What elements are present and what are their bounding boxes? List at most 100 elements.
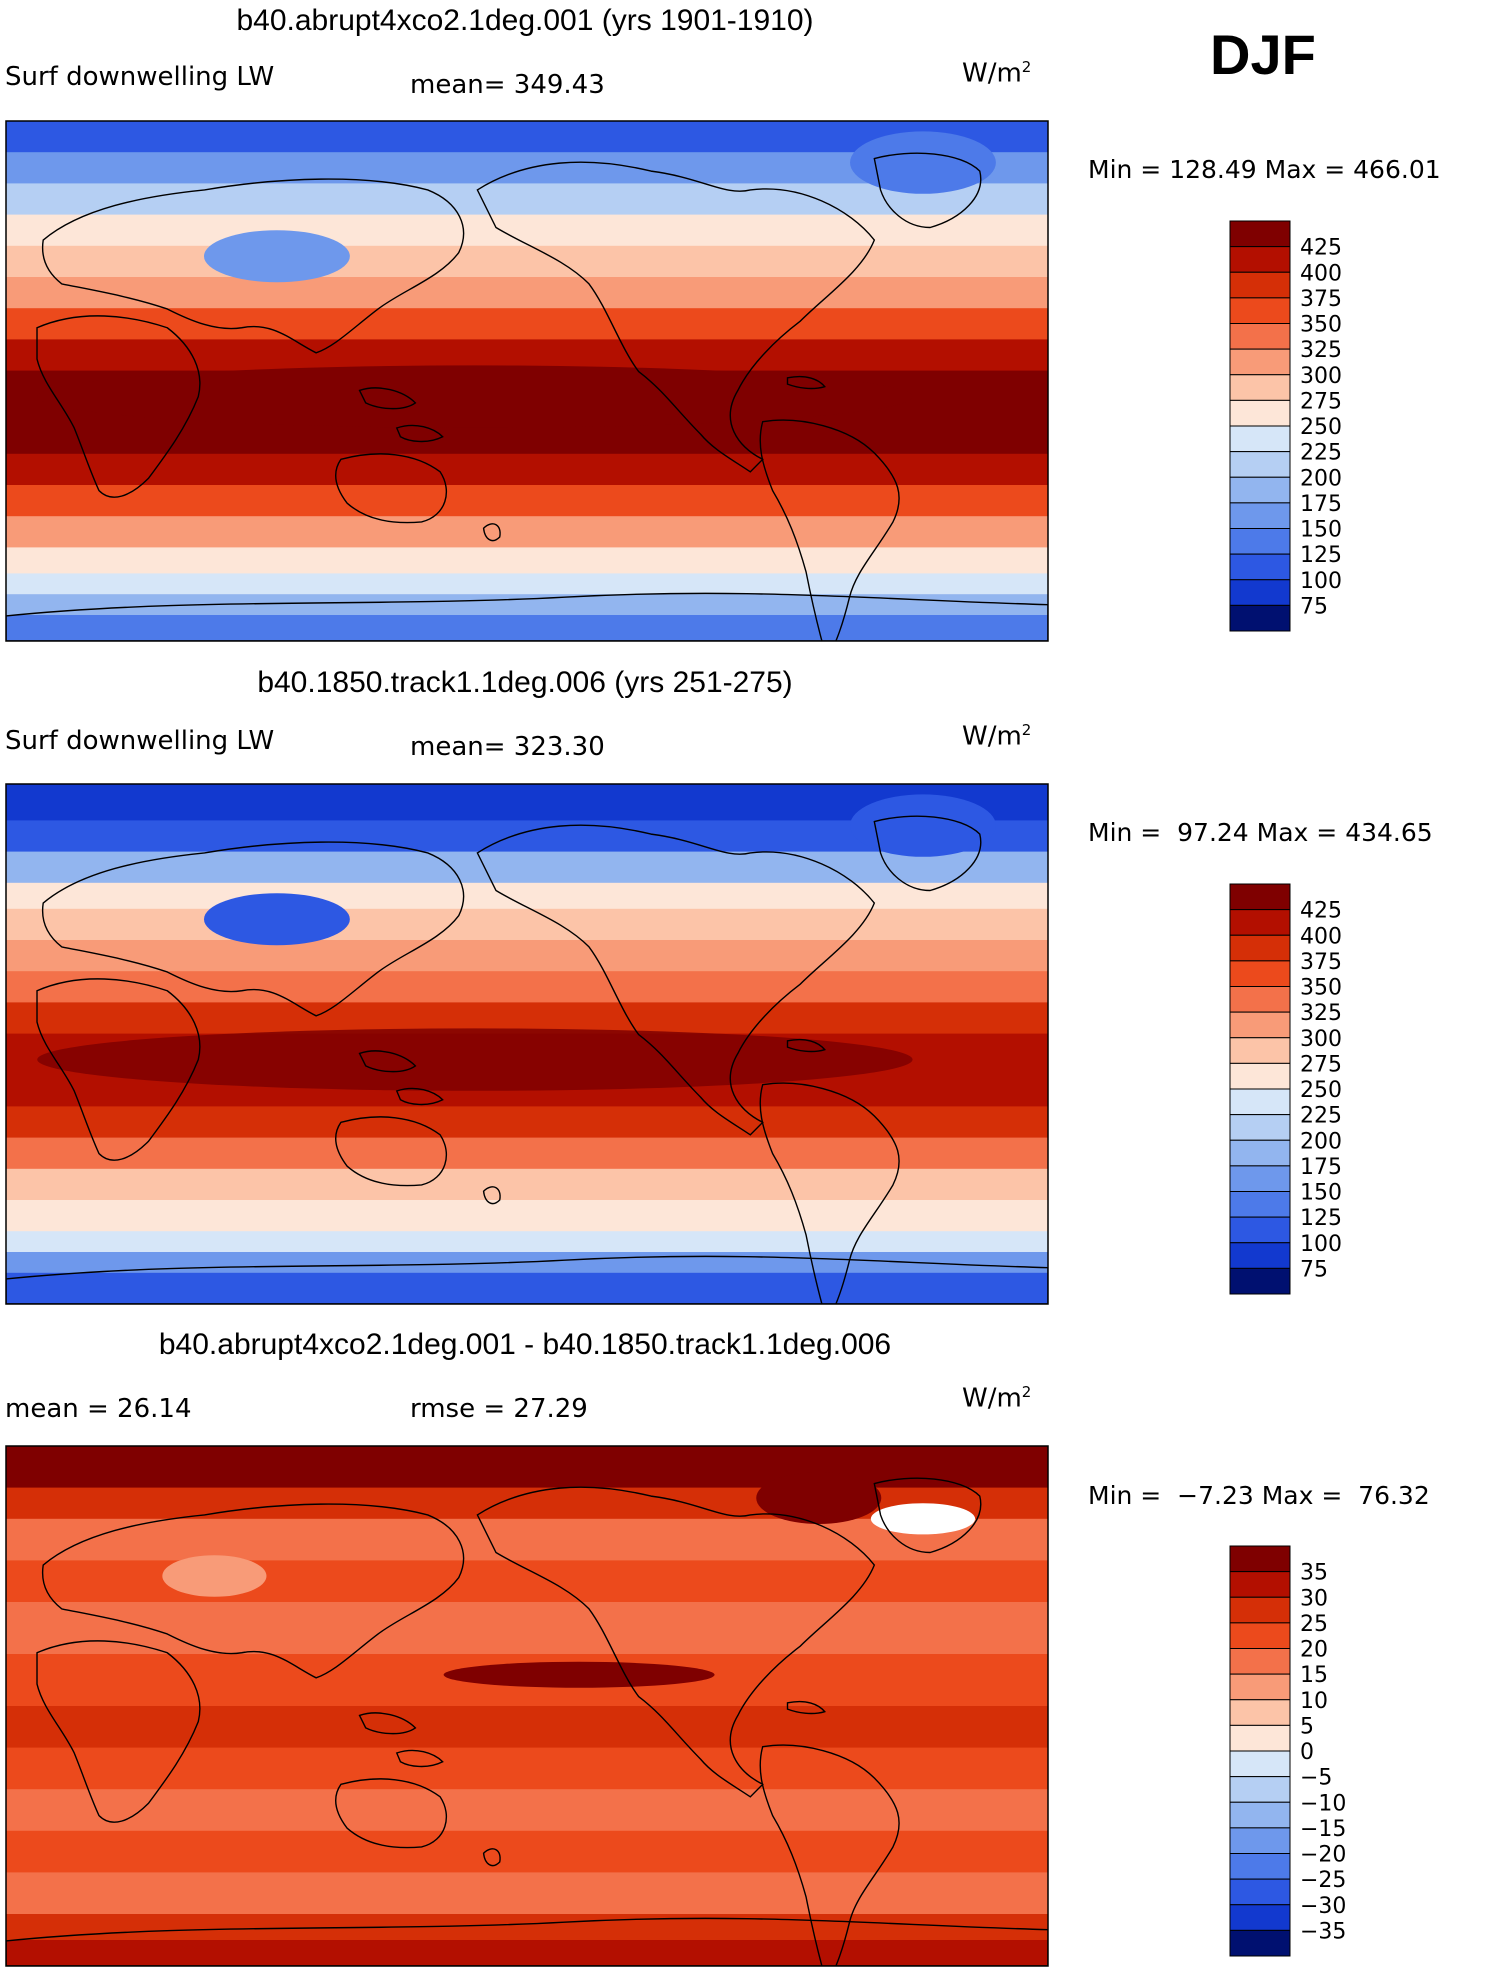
map-blob <box>162 1555 267 1597</box>
colorbar-box <box>1229 1114 1291 1141</box>
colorbar-2: 4254003753503253002752502252001751501251… <box>1229 883 1342 1295</box>
colorbar-box <box>1229 1011 1291 1039</box>
panel-2-min-max: Min = 97.24 Max = 434.65 <box>1088 818 1433 847</box>
map-panel-3 <box>5 1445 1049 1967</box>
map-band <box>6 1252 1048 1274</box>
map-band <box>6 1914 1048 1941</box>
map-band <box>6 1747 1048 1791</box>
colorbar-tick-label: 250 <box>1300 1078 1342 1103</box>
map-band <box>6 1602 1048 1655</box>
map-band <box>6 1560 1048 1603</box>
colorbar-box <box>1229 1242 1291 1269</box>
colorbar-box <box>1229 476 1291 504</box>
colorbar-box <box>1229 1545 1291 1573</box>
map-band <box>6 594 1048 616</box>
colorbar-tick-label: 100 <box>1300 569 1342 594</box>
colorbar-tick-label: −30 <box>1300 1894 1346 1919</box>
colorbar-tick-label: 10 <box>1300 1689 1328 1714</box>
colorbar-box <box>1229 883 1291 911</box>
panel-1-min-max: Min = 128.49 Max = 466.01 <box>1088 155 1441 184</box>
map-panel-2 <box>5 783 1049 1305</box>
colorbar-tick-label: −10 <box>1300 1791 1346 1816</box>
map-band <box>6 1830 1048 1874</box>
colorbar-box <box>1229 1216 1291 1244</box>
colorbar-box <box>1229 1191 1291 1218</box>
map-band <box>6 1272 1048 1304</box>
colorbar-tick-label: −25 <box>1300 1868 1346 1893</box>
map-band <box>6 1706 1048 1749</box>
panel-2-mean-label: mean= 323.30 <box>410 732 605 762</box>
map-band <box>6 1137 1048 1170</box>
panel-1-title: b40.abrupt4xco2.1deg.001 (yrs 1901-1910) <box>236 4 814 37</box>
panel-3-min-max: Min = −7.23 Max = 76.32 <box>1088 1481 1430 1510</box>
colorbar-tick-label: 30 <box>1300 1586 1328 1611</box>
colorbar-box <box>1229 1827 1291 1854</box>
colorbar-tick-label: 250 <box>1300 415 1342 440</box>
map-frame <box>5 1445 1049 1967</box>
colorbar-tick-label: 0 <box>1300 1740 1314 1765</box>
map-band <box>6 940 1048 973</box>
colorbar-box <box>1229 1699 1291 1726</box>
colorbar-box <box>1229 1648 1291 1675</box>
colorbar-tick-label: −15 <box>1300 1817 1346 1842</box>
colorbar-box <box>1229 271 1291 299</box>
colorbar-tick-label: 100 <box>1300 1232 1342 1257</box>
panel-2-title: b40.1850.track1.1deg.006 (yrs 251-275) <box>257 666 793 699</box>
map-band <box>6 573 1048 596</box>
colorbar-box <box>1229 1165 1291 1192</box>
map-band <box>6 214 1048 247</box>
map-band <box>6 1872 1048 1915</box>
colorbar-box <box>1229 1853 1291 1880</box>
colorbar-box <box>1229 1801 1291 1829</box>
colorbar-tick-label: 150 <box>1300 518 1342 543</box>
colorbar-box <box>1229 1571 1291 1598</box>
colorbar-tick-label: 25 <box>1300 1612 1328 1637</box>
map-blob <box>37 365 913 428</box>
colorbar-box <box>1229 986 1291 1013</box>
colorbar-tick-label: 20 <box>1300 1638 1328 1663</box>
colorbar-tick-label: 225 <box>1300 441 1342 466</box>
panel-3-mean-label: mean = 26.14 <box>5 1394 192 1424</box>
map-band <box>6 851 1048 884</box>
panel-1-units: W/m2 <box>962 58 1032 89</box>
colorbar-box <box>1229 1673 1291 1701</box>
map-band <box>6 1446 1048 1489</box>
season-label: DJF <box>1210 23 1316 86</box>
colorbar-tick-label: 300 <box>1300 364 1342 389</box>
map-blob <box>443 1661 715 1688</box>
colorbar-tick-label: 375 <box>1300 950 1342 975</box>
colorbar-box <box>1229 1904 1291 1931</box>
colorbar-box <box>1229 399 1291 427</box>
colorbar-tick-label: −20 <box>1300 1843 1346 1868</box>
colorbar-tick-label: 425 <box>1300 236 1342 261</box>
map-band <box>6 1168 1048 1201</box>
map-band <box>6 971 1048 1004</box>
colorbar-tick-label: 175 <box>1300 1155 1342 1180</box>
map-band <box>6 1106 1048 1139</box>
map-band <box>6 516 1048 549</box>
colorbar-tick-label: 275 <box>1300 1052 1342 1077</box>
map-band <box>6 453 1048 486</box>
colorbar-tick-label: 325 <box>1300 338 1342 363</box>
colorbar-tick-label: 75 <box>1300 594 1328 619</box>
map-blob <box>870 1503 976 1535</box>
colorbar-box <box>1229 1088 1291 1116</box>
colorbar-box <box>1229 1622 1291 1649</box>
colorbar-tick-label: 350 <box>1300 313 1342 338</box>
map-band <box>6 908 1048 941</box>
map-band <box>6 1200 1048 1233</box>
map-band <box>6 245 1048 278</box>
colorbar-box <box>1229 1596 1291 1624</box>
colorbar-tick-label: 400 <box>1300 261 1342 286</box>
map-frame <box>5 783 1049 1305</box>
map-blob <box>203 230 350 283</box>
map-panel-1 <box>5 120 1049 642</box>
map-blob <box>850 794 996 857</box>
colorbar-box <box>1229 528 1291 555</box>
map-blob <box>756 1472 882 1524</box>
colorbar-box <box>1229 1267 1291 1295</box>
colorbar-tick-label: 425 <box>1300 899 1342 924</box>
panel-3-title: b40.abrupt4xco2.1deg.001 - b40.1850.trac… <box>158 1328 892 1361</box>
